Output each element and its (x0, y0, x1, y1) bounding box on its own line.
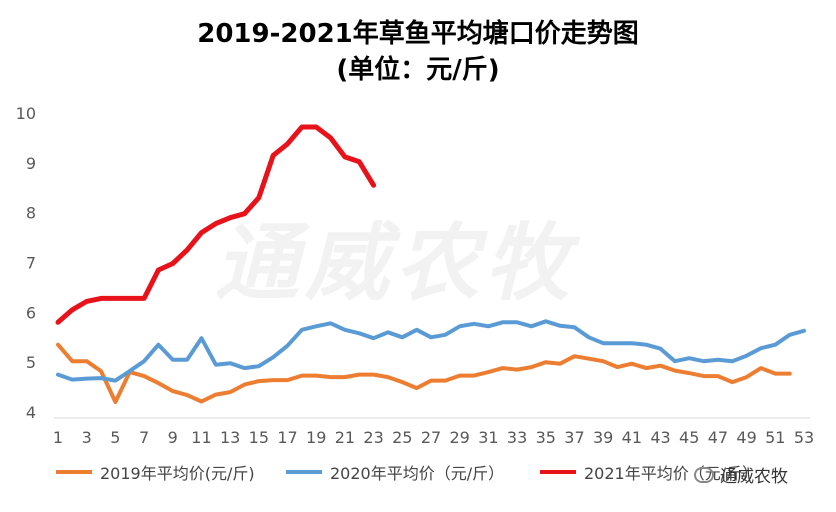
y-axis: 4 5 6 7 8 9 10 (16, 104, 36, 422)
legend-label-2021: 2021年平均价（元/斤） (584, 464, 759, 483)
x-tick-label: 19 (306, 428, 326, 447)
x-tick-label: 15 (249, 428, 269, 447)
x-tick-label: 29 (450, 428, 470, 447)
watermark-logo: 通威农牧 (215, 214, 576, 312)
legend-item-2020: 2020年平均价（元/斤） (286, 458, 504, 486)
x-tick-label: 3 (82, 428, 92, 447)
x-tick-label: 47 (708, 428, 728, 447)
x-tick-label: 31 (478, 428, 498, 447)
wechat-watermark: 通威农牧 (694, 462, 788, 487)
y-tick-label: 5 (26, 353, 36, 372)
y-tick-label: 6 (26, 303, 36, 322)
x-tick-label: 43 (650, 428, 670, 447)
wechat-icon (694, 466, 714, 483)
x-tick-label: 25 (392, 428, 412, 447)
legend-label-2020: 2020年平均价（元/斤） (330, 464, 505, 483)
x-tick-label: 37 (564, 428, 584, 447)
x-tick-label: 1 (53, 428, 63, 447)
x-tick-label: 9 (168, 428, 178, 447)
legend-swatch-2021 (540, 470, 576, 474)
x-axis: 1 3 5 7 9 11 13 15 17 19 21 23 25 27 29 31 33 35 37 39 41 43 4… (53, 417, 814, 447)
series-lines (55, 124, 806, 404)
y-tick-label: 10 (16, 104, 36, 123)
chart-title: 2019-2021年草鱼平均塘口价走势图 (197, 19, 639, 49)
x-tick-label: 53 (794, 428, 814, 447)
x-tick-label: 11 (191, 428, 211, 447)
x-tick-label: 35 (536, 428, 556, 447)
x-tick-label: 7 (139, 428, 149, 447)
x-tick-label: 13 (220, 428, 240, 447)
legend-item-2019: 2019年平均价(元/斤) (56, 458, 255, 486)
y-tick-label: 4 (26, 403, 36, 422)
x-tick-label: 23 (363, 428, 383, 447)
series-line-2020 (56, 319, 806, 383)
chart-subtitle: (单位：元/斤) (336, 55, 500, 85)
y-tick-label: 9 (26, 154, 36, 173)
legend-item-2021: 2021年平均价（元/斤） (540, 458, 758, 486)
x-tick-label: 51 (765, 428, 785, 447)
y-tick-label: 8 (26, 204, 36, 223)
wechat-account-label: 通威农牧 (720, 467, 788, 487)
x-tick-label: 33 (507, 428, 527, 447)
legend-swatch-2020 (286, 470, 322, 474)
series-line-2019 (56, 342, 792, 404)
legend-swatch-2019 (56, 470, 92, 474)
x-tick-label: 39 (593, 428, 613, 447)
x-tick-label: 17 (277, 428, 297, 447)
x-tick-label: 5 (110, 428, 120, 447)
x-tick-label: 45 (679, 428, 699, 447)
x-tick-label: 21 (335, 428, 355, 447)
legend-label-2019: 2019年平均价(元/斤) (100, 464, 255, 483)
x-tick-label: 27 (421, 428, 441, 447)
y-tick-label: 7 (26, 254, 36, 273)
x-tick-label: 41 (622, 428, 642, 447)
x-tick-label: 49 (736, 428, 756, 447)
series-line-2021 (55, 124, 377, 325)
